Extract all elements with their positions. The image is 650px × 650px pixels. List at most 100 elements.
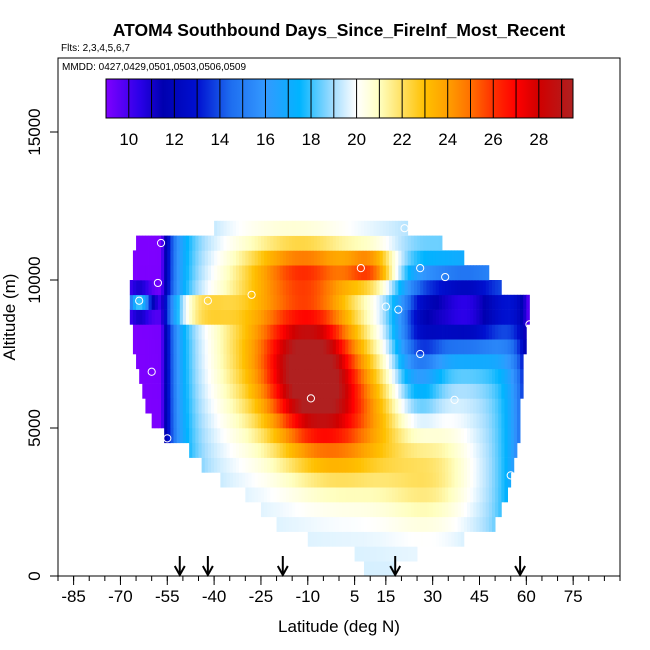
heatmap-cell	[360, 472, 365, 488]
heatmap-cell	[210, 265, 215, 281]
heatmap-cell	[438, 280, 443, 296]
heatmap-cell	[339, 442, 343, 458]
heatmap-cell	[345, 531, 349, 547]
heatmap-cell	[273, 294, 277, 310]
heatmap-cell	[491, 354, 496, 370]
heatmap-cell	[407, 502, 412, 518]
colorbar-tick-label: 14	[210, 130, 229, 149]
heatmap-cell	[454, 354, 459, 370]
heatmap-cell	[498, 294, 502, 310]
heatmap-cell	[195, 309, 199, 325]
heatmap-cell	[198, 413, 203, 429]
heatmap-cell	[220, 354, 224, 370]
heatmap-cell	[451, 472, 455, 488]
heatmap-cell	[173, 428, 178, 444]
heatmap-cell	[454, 516, 459, 532]
heatmap-cell	[307, 413, 312, 429]
heatmap-cell	[345, 339, 349, 355]
heatmap-cell	[295, 516, 299, 532]
heatmap-cell	[229, 413, 234, 429]
heatmap-cell	[161, 309, 165, 325]
heatmap-cell	[186, 324, 190, 340]
heatmap-cell	[276, 383, 281, 399]
heatmap-cell	[451, 280, 455, 296]
heatmap-cell	[279, 324, 284, 340]
heatmap-cell	[513, 442, 518, 458]
heatmap-cell	[385, 294, 390, 310]
heatmap-cell	[448, 472, 452, 488]
heatmap-cell	[189, 324, 193, 340]
heatmap-cell	[510, 413, 515, 429]
heatmap-cell	[460, 531, 465, 547]
heatmap-cell	[420, 280, 424, 296]
heatmap-cell	[360, 265, 365, 281]
heatmap-cell	[367, 398, 371, 414]
heatmap-cell	[401, 502, 405, 518]
heatmap-cell	[467, 472, 471, 488]
heatmap-cell	[495, 280, 499, 296]
heatmap-cell	[401, 309, 405, 325]
heatmap-cell	[438, 339, 443, 355]
heatmap-cell	[329, 487, 334, 503]
heatmap-cell	[342, 220, 346, 236]
heatmap-cell	[198, 428, 203, 444]
heatmap-cell	[320, 309, 324, 325]
heatmap-cell	[376, 457, 380, 473]
heatmap-cell	[423, 398, 427, 414]
heatmap-cell	[417, 250, 421, 266]
heatmap-cell	[301, 220, 306, 236]
heatmap-cell	[392, 250, 396, 266]
heatmap-cell	[457, 442, 462, 458]
heatmap-cell	[345, 294, 349, 310]
heatmap-cell	[264, 309, 268, 325]
heatmap-cell	[260, 472, 265, 488]
heatmap-cell	[351, 339, 356, 355]
heatmap-cell	[248, 250, 252, 266]
heatmap-cell	[251, 324, 256, 340]
heatmap-cell	[273, 502, 277, 518]
heatmap-cell	[354, 442, 359, 458]
heatmap-cell	[360, 235, 365, 251]
heatmap-cell	[151, 309, 156, 325]
heatmap-cell	[235, 428, 240, 444]
heatmap-cell	[516, 339, 521, 355]
heatmap-cell	[470, 428, 474, 444]
heatmap-cell	[317, 250, 321, 266]
heatmap-cell	[357, 516, 362, 532]
heatmap-cell	[479, 487, 484, 503]
heatmap-cell	[454, 502, 459, 518]
heatmap-cell	[360, 487, 365, 503]
heatmap-cell	[410, 457, 415, 473]
colorbar-tick-label: 26	[484, 130, 503, 149]
heatmap-cell	[367, 428, 371, 444]
heatmap-cell	[510, 368, 515, 384]
heatmap-cell	[176, 413, 181, 429]
heatmap-cell	[329, 220, 334, 236]
heatmap-cell	[479, 398, 484, 414]
heatmap-cell	[339, 398, 343, 414]
heatmap-cell	[445, 354, 449, 370]
heatmap-cell	[363, 368, 368, 384]
heatmap-cell	[367, 472, 371, 488]
heatmap-cell	[429, 472, 434, 488]
heatmap-cell	[289, 487, 293, 503]
heatmap-cell	[301, 516, 306, 532]
heatmap-cell	[142, 280, 146, 296]
heatmap-cell	[170, 324, 174, 340]
heatmap-cell	[457, 265, 462, 281]
heatmap-cell	[251, 235, 256, 251]
heatmap-cell	[176, 383, 181, 399]
heatmap-cell	[257, 472, 262, 488]
heatmap-cell	[251, 457, 256, 473]
heatmap-cell	[501, 339, 505, 355]
heatmap-cell	[360, 516, 365, 532]
heatmap-cell	[204, 265, 209, 281]
heatmap-cell	[467, 442, 471, 458]
heatmap-cell	[467, 280, 471, 296]
heatmap-cell	[273, 442, 277, 458]
heatmap-cell	[432, 324, 437, 340]
heatmap-cell	[273, 235, 277, 251]
heatmap-cell	[370, 502, 374, 518]
heatmap-cell	[442, 354, 446, 370]
heatmap-cell	[239, 294, 243, 310]
